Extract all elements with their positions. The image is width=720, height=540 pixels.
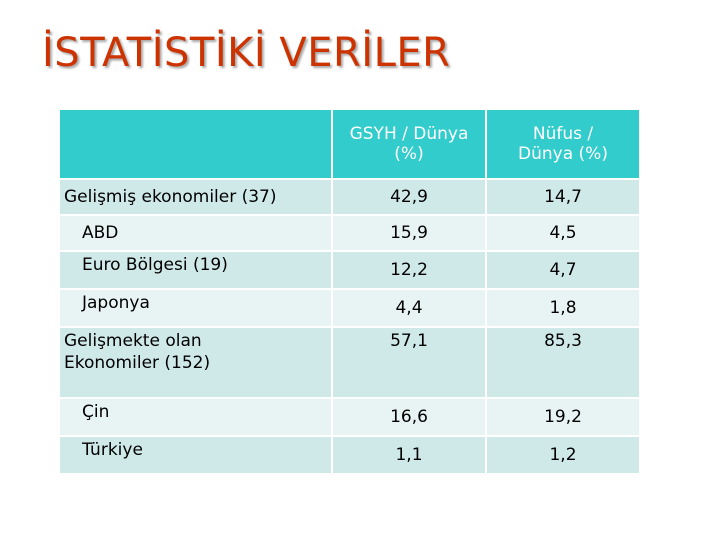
table-row: Gelişmiş ekonomiler (37) 42,9 14,7	[60, 179, 641, 216]
table-row: Euro Bölgesi (19) 12,2 4,7	[60, 251, 641, 290]
header-nufus: Nüfus / Dünya (%)	[486, 110, 641, 180]
nufus-value: 14,7	[486, 179, 641, 216]
nufus-value: 4,5	[486, 215, 641, 252]
page-title: İSTATİSTİKİ VERİLER	[42, 30, 451, 76]
header-gsyh: GSYH / Dünya (%)	[332, 110, 487, 180]
gsyh-value: 16,6	[332, 398, 487, 437]
gsyh-value: 57,1	[332, 327, 487, 399]
header-nufus-line1: Nüfus /	[532, 124, 594, 144]
header-nufus-line2: Dünya (%)	[518, 144, 608, 164]
gsyh-value: 15,9	[332, 215, 487, 252]
row-label-line1: Gelişmekte olan	[64, 331, 202, 351]
nufus-value: 1,2	[486, 436, 641, 475]
nufus-value: 19,2	[486, 398, 641, 437]
table-row: Japonya 4,4 1,8	[60, 289, 641, 328]
statistics-table: GSYH / Dünya (%) Nüfus / Dünya (%) Geliş…	[60, 110, 641, 475]
row-label: Çin	[60, 398, 333, 437]
gsyh-value: 42,9	[332, 179, 487, 216]
header-gsyh-line2: (%)	[394, 144, 424, 164]
row-label: Gelişmekte olan Ekonomiler (152)	[60, 327, 333, 399]
row-label: Türkiye	[60, 436, 333, 475]
row-label: ABD	[60, 215, 333, 252]
nufus-value: 4,7	[486, 251, 641, 290]
table-row: Türkiye 1,1 1,2	[60, 436, 641, 475]
row-label: Gelişmiş ekonomiler (37)	[60, 179, 333, 216]
gsyh-value: 1,1	[332, 436, 487, 475]
gsyh-value: 4,4	[332, 289, 487, 328]
gsyh-value: 12,2	[332, 251, 487, 290]
row-label: Japonya	[60, 289, 333, 328]
table-row: Çin 16,6 19,2	[60, 398, 641, 437]
row-label-line2: Ekonomiler (152)	[64, 353, 211, 373]
header-empty-cell	[60, 110, 333, 180]
table-row: Gelişmekte olan Ekonomiler (152) 57,1 85…	[60, 327, 641, 399]
header-gsyh-line1: GSYH / Dünya	[349, 124, 469, 144]
nufus-value: 85,3	[486, 327, 641, 399]
table-header-row: GSYH / Dünya (%) Nüfus / Dünya (%)	[60, 110, 641, 180]
table-row: ABD 15,9 4,5	[60, 215, 641, 252]
nufus-value: 1,8	[486, 289, 641, 328]
row-label: Euro Bölgesi (19)	[60, 251, 333, 290]
